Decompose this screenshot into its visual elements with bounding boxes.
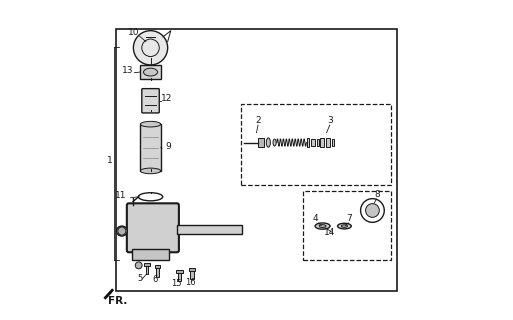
Bar (307, 138, 309, 147)
Text: 14: 14 (324, 228, 336, 237)
Text: FR.: FR. (108, 296, 127, 306)
Ellipse shape (315, 223, 330, 229)
Text: 4: 4 (312, 214, 318, 223)
Text: 10: 10 (128, 28, 139, 37)
Text: 9: 9 (166, 142, 171, 151)
Ellipse shape (116, 226, 127, 236)
Circle shape (366, 204, 379, 217)
Bar (311, 139, 315, 146)
Text: 3: 3 (327, 116, 332, 124)
Text: 11: 11 (115, 191, 127, 200)
Bar (321, 138, 324, 147)
Bar (190, 269, 194, 279)
Bar (241, 104, 390, 185)
Bar (144, 263, 150, 266)
Bar (326, 138, 330, 147)
Circle shape (133, 31, 168, 65)
Bar (303, 191, 390, 260)
Bar (176, 270, 183, 273)
Text: 8: 8 (374, 190, 380, 199)
FancyBboxPatch shape (142, 89, 159, 113)
Bar (132, 250, 169, 260)
Bar (156, 267, 159, 277)
Ellipse shape (135, 262, 142, 269)
Text: 15: 15 (171, 279, 181, 288)
Ellipse shape (319, 225, 326, 228)
Bar (141, 124, 161, 171)
Text: 16: 16 (185, 278, 196, 287)
Circle shape (118, 227, 126, 235)
Text: 12: 12 (161, 94, 172, 103)
Ellipse shape (141, 168, 161, 174)
Polygon shape (105, 290, 112, 298)
Bar (258, 139, 264, 147)
Text: 13: 13 (122, 66, 134, 75)
Text: 1: 1 (107, 156, 113, 165)
Ellipse shape (341, 225, 347, 227)
Text: 2: 2 (255, 116, 261, 124)
Ellipse shape (141, 121, 161, 127)
Ellipse shape (144, 68, 157, 76)
Bar (317, 140, 319, 146)
Text: 6: 6 (152, 275, 158, 284)
Text: 5: 5 (137, 274, 142, 283)
Ellipse shape (273, 139, 276, 146)
Bar (140, 65, 162, 79)
Bar (154, 265, 160, 268)
FancyBboxPatch shape (127, 203, 179, 252)
Ellipse shape (338, 223, 351, 229)
Text: 7: 7 (346, 214, 352, 223)
Bar (177, 225, 243, 234)
Bar (146, 264, 148, 274)
Bar (332, 139, 334, 146)
Bar (116, 29, 397, 291)
Bar (189, 268, 195, 271)
Ellipse shape (266, 138, 270, 147)
Bar (177, 271, 181, 281)
